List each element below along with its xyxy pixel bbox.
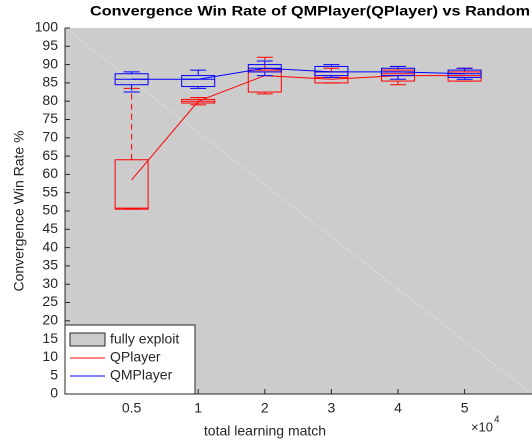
y-tick-label: 95 <box>42 37 58 53</box>
diagonal <box>64 27 532 395</box>
y-tick-label: 40 <box>42 238 58 254</box>
y-tick-label: 30 <box>42 275 58 291</box>
x-multiplier-exponent: 4 <box>494 415 500 426</box>
y-tick-label: 35 <box>42 257 58 273</box>
y-tick-label: 50 <box>42 202 58 218</box>
y-tick-label: 100 <box>35 19 59 35</box>
y-tick-label: 10 <box>42 348 58 364</box>
legend-label: QMPlayer <box>110 367 173 383</box>
y-tick-label: 0 <box>50 385 58 401</box>
x-multiplier: ×10 <box>471 419 493 434</box>
y-tick-label: 90 <box>42 55 58 71</box>
box <box>247 69 282 93</box>
x-tick-label: 5 <box>461 400 469 416</box>
y-tick-label: 15 <box>42 330 58 346</box>
chart-title: Convergence Win Rate of QMPlayer(QPlayer… <box>90 3 530 19</box>
x-tick-label: 3 <box>328 400 336 416</box>
legend-label: QPlayer <box>110 349 161 365</box>
y-tick-label: 25 <box>42 293 58 309</box>
legend-swatch <box>69 332 106 347</box>
y-tick-label: 80 <box>42 92 58 108</box>
y-tick-label: 55 <box>42 183 58 199</box>
box <box>114 159 149 210</box>
y-tick-label: 5 <box>50 366 58 382</box>
x-tick-label: 4 <box>394 400 402 416</box>
y-tick-label: 85 <box>42 74 58 90</box>
y-tick-label: 65 <box>42 147 58 163</box>
y-tick-label: 20 <box>42 312 58 328</box>
y-tick-label: 45 <box>42 220 58 236</box>
mean-line <box>131 67 465 80</box>
x-tick-label: 1 <box>194 400 202 416</box>
x-axis-label: total learning match <box>204 423 326 439</box>
legend-label: fully exploit <box>110 331 179 347</box>
y-tick-label: 70 <box>42 129 58 145</box>
y-tick-label: 75 <box>42 110 58 126</box>
x-tick-label: 0.5 <box>122 400 142 416</box>
y-axis-label: Convergence Win Rate % <box>11 130 27 291</box>
box <box>181 75 216 88</box>
x-tick-label: 2 <box>261 400 269 416</box>
y-tick-label: 60 <box>42 165 58 181</box>
